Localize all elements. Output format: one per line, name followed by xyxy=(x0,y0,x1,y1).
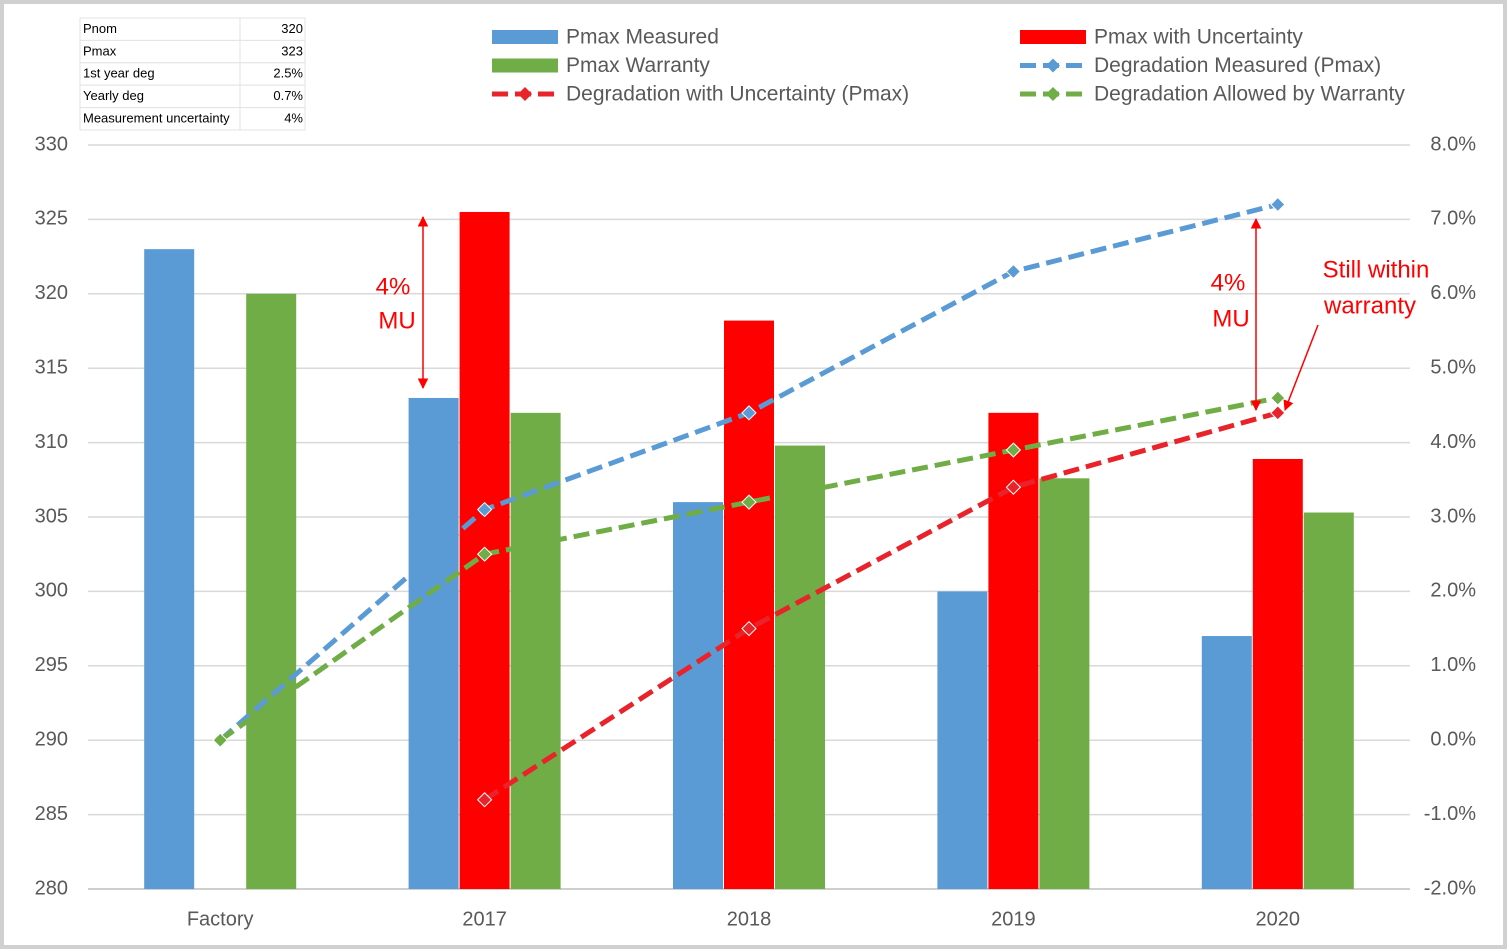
table-cell: 323 xyxy=(281,43,303,58)
point-marker xyxy=(1270,196,1286,213)
bar xyxy=(1303,512,1354,889)
y2-tick-label: -2.0% xyxy=(1424,877,1476,899)
y2-tick-label: 6.0% xyxy=(1430,282,1476,304)
bar xyxy=(1039,478,1090,889)
point-marker xyxy=(741,494,757,510)
legend-marker xyxy=(1046,87,1060,101)
bar xyxy=(1201,636,1252,889)
point-marker xyxy=(1005,479,1022,495)
legend-label: Pmax with Uncertainty xyxy=(1094,26,1303,49)
y-tick-label: 285 xyxy=(35,803,68,825)
table-cell: Yearly deg xyxy=(83,88,144,103)
point-marker xyxy=(476,501,493,518)
bar xyxy=(408,397,459,889)
y-tick-label: 320 xyxy=(35,282,68,304)
series-line xyxy=(218,395,1279,743)
bar xyxy=(673,502,723,889)
table-cell: 320 xyxy=(281,21,303,36)
table-cell: Measurement uncertainty xyxy=(83,111,230,126)
y2-tick-label: -1.0% xyxy=(1424,803,1476,825)
y-tick-label: 325 xyxy=(35,208,68,230)
legend-label: Degradation Allowed by Warranty xyxy=(1094,83,1405,106)
legend-marker xyxy=(518,87,532,101)
table-cell: Pmax xyxy=(83,43,117,58)
x-tick-label: 2018 xyxy=(727,908,772,930)
y2-tick-label: 7.0% xyxy=(1430,208,1476,230)
y-tick-label: 310 xyxy=(35,431,68,453)
table-cell: 1st year deg xyxy=(83,66,155,81)
bar xyxy=(937,591,988,889)
arrow xyxy=(1283,324,1319,411)
annotation: Still within xyxy=(1323,256,1430,283)
x-tick-label: Factory xyxy=(187,908,254,930)
annotations: 4% MU 4% MU Still within warranty xyxy=(376,215,1430,412)
series-line xyxy=(483,410,1279,802)
y2-tick-label: 1.0% xyxy=(1430,654,1476,676)
point-marker xyxy=(1005,263,1022,280)
point-marker xyxy=(741,405,757,421)
point-marker xyxy=(212,732,228,748)
annotation: MU xyxy=(1212,305,1249,332)
x-tick-label: 2017 xyxy=(462,908,507,930)
point-marker xyxy=(476,546,493,562)
y-tick-label: 305 xyxy=(35,505,68,527)
table-cell: 4% xyxy=(284,111,303,126)
bar xyxy=(144,249,195,889)
y2-tick-label: 4.0% xyxy=(1430,431,1476,453)
y-tick-label: 330 xyxy=(35,133,68,155)
legend: Pmax Measured Pmax with Uncertainty Pmax W… xyxy=(492,26,1405,106)
y2-tick-label: 8.0% xyxy=(1430,133,1476,155)
y-tick-label: 295 xyxy=(35,654,68,676)
point-marker xyxy=(741,620,757,637)
annotation: 4% xyxy=(376,273,411,300)
y-tick-label: 280 xyxy=(35,877,68,899)
bar xyxy=(1252,458,1303,889)
y2-tick-label: 5.0% xyxy=(1430,356,1476,378)
point-marker xyxy=(1270,390,1286,406)
legend-label: Degradation with Uncertainty (Pmax) xyxy=(566,83,909,106)
table-cell: 2.5% xyxy=(273,66,303,81)
lines xyxy=(212,196,1286,808)
y2-tick-label: 2.0% xyxy=(1430,580,1476,602)
point-marker xyxy=(476,792,493,808)
legend-swatch xyxy=(1020,30,1086,44)
annotation: warranty xyxy=(1323,292,1416,319)
legend-label: Pmax Warranty xyxy=(566,54,710,77)
y-tick-label: 315 xyxy=(35,356,68,378)
bar xyxy=(775,445,825,889)
legend-swatch xyxy=(492,58,558,73)
table-row xyxy=(79,107,306,131)
table-cell: Pnom xyxy=(83,21,117,36)
annotation: MU xyxy=(378,307,415,334)
annotation: 4% xyxy=(1211,269,1246,296)
y-tick-label: 300 xyxy=(35,580,68,602)
y-tick-label: 290 xyxy=(35,728,68,750)
param-table: Pnom 320 Pmax 323 1st year deg 2.5% Yearly deg… xyxy=(79,17,306,131)
legend-label: Pmax Measured xyxy=(566,26,719,49)
table-cell: 0.7% xyxy=(273,88,303,103)
bar xyxy=(246,293,297,889)
y2-tick-label: 3.0% xyxy=(1430,505,1476,527)
x-tick-label: 2019 xyxy=(991,908,1036,930)
x-tick-label: 2020 xyxy=(1256,908,1301,930)
legend-marker xyxy=(1046,58,1060,73)
legend-label: Degradation Measured (Pmax) xyxy=(1094,54,1381,77)
legend-swatch xyxy=(492,30,558,44)
point-marker xyxy=(1270,405,1286,421)
y2-tick-label: 0.0% xyxy=(1430,728,1476,750)
point-marker xyxy=(1005,442,1022,458)
bars xyxy=(144,211,1354,890)
